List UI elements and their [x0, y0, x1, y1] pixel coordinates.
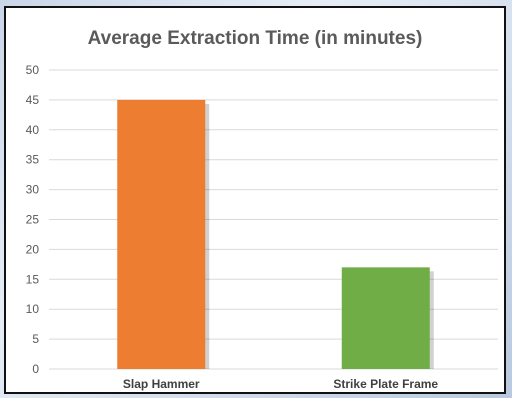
y-tick-label: 10 — [26, 302, 40, 316]
bar-slap-hammer — [117, 99, 206, 370]
y-tick-label: 40 — [26, 123, 40, 137]
y-tick-label: 35 — [26, 153, 40, 167]
x-tick-label: Slap Hammer — [123, 377, 200, 391]
x-tick-label: Strike Plate Frame — [333, 377, 438, 391]
y-tick-label: 5 — [32, 332, 39, 346]
y-tick-label: 25 — [26, 213, 40, 227]
y-tick-label: 15 — [26, 272, 40, 286]
y-tick-label: 20 — [26, 242, 40, 256]
y-tick-label: 50 — [26, 63, 40, 77]
chart-frame: Average Extraction Time (in minutes) 0 5 1… — [4, 6, 506, 394]
y-tick-label: 30 — [26, 183, 40, 197]
y-tick-label: 45 — [26, 93, 40, 107]
y-tick-label: 0 — [32, 362, 39, 376]
bar-chart-plot: 0 5 10 15 20 25 30 35 40 45 50 Slap Hammer Strike Pl… — [26, 63, 498, 391]
chart-title: Average Extraction Time (in minutes) — [87, 28, 423, 49]
bar-strike-plate-frame — [341, 267, 430, 369]
